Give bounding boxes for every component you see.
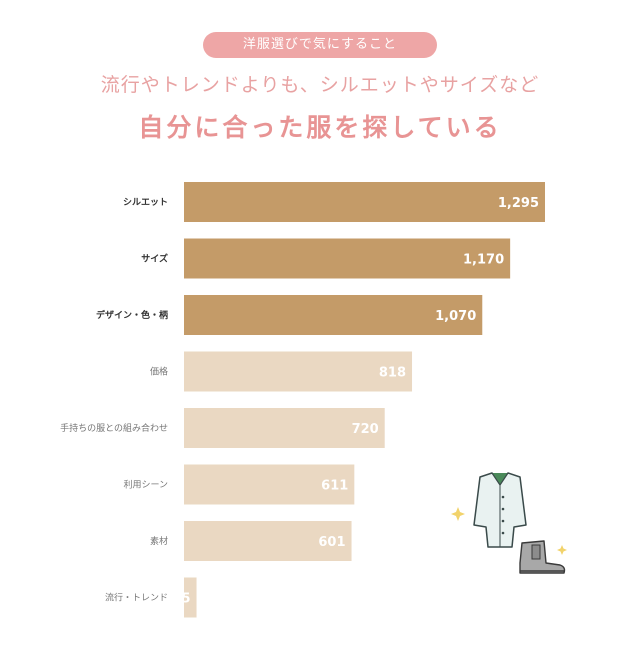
bar-chart: シルエット 1,295 サイズ 1,170 デザイン・色・柄 1,070 価格 818 手持ちの… (60, 182, 545, 618)
value-label: 611 (321, 479, 348, 494)
value-label: 1,070 (435, 309, 476, 324)
bar (184, 521, 352, 561)
value-label: 1,170 (463, 253, 504, 268)
value-label: 601 (318, 535, 345, 550)
category-label: サイズ (141, 253, 168, 265)
chart-headline: 自分に合った服を探している (138, 113, 502, 142)
bar (184, 577, 197, 618)
value-label: 720 (352, 422, 379, 437)
value-label: 818 (379, 366, 406, 381)
category-label: シルエット (123, 197, 168, 208)
coat-illustration-icon (473, 472, 527, 548)
illustration (451, 472, 567, 574)
category-label: 利用シーン (123, 479, 168, 491)
category-label: 流行・トレンド (105, 592, 168, 604)
category-label: 手持ちの服との組み合わせ (60, 422, 168, 434)
bar (184, 408, 385, 448)
value-label: 1,295 (498, 196, 539, 211)
category-label: 素材 (150, 535, 168, 547)
bar (184, 295, 483, 335)
bar (184, 238, 511, 279)
category-label: デザイン・色・柄 (96, 309, 168, 321)
chart-subtitle: 流行やトレンドよりも、シルエットやサイズなど (100, 74, 540, 96)
bar (184, 464, 355, 505)
category-label: 価格 (150, 366, 168, 378)
bar (184, 182, 545, 222)
topic-pill: 洋服選びで気にすること (203, 32, 437, 58)
value-label: 45 (172, 592, 190, 607)
bar (184, 351, 413, 392)
sparkle-icon (451, 507, 567, 555)
boot-illustration-icon (519, 540, 566, 574)
